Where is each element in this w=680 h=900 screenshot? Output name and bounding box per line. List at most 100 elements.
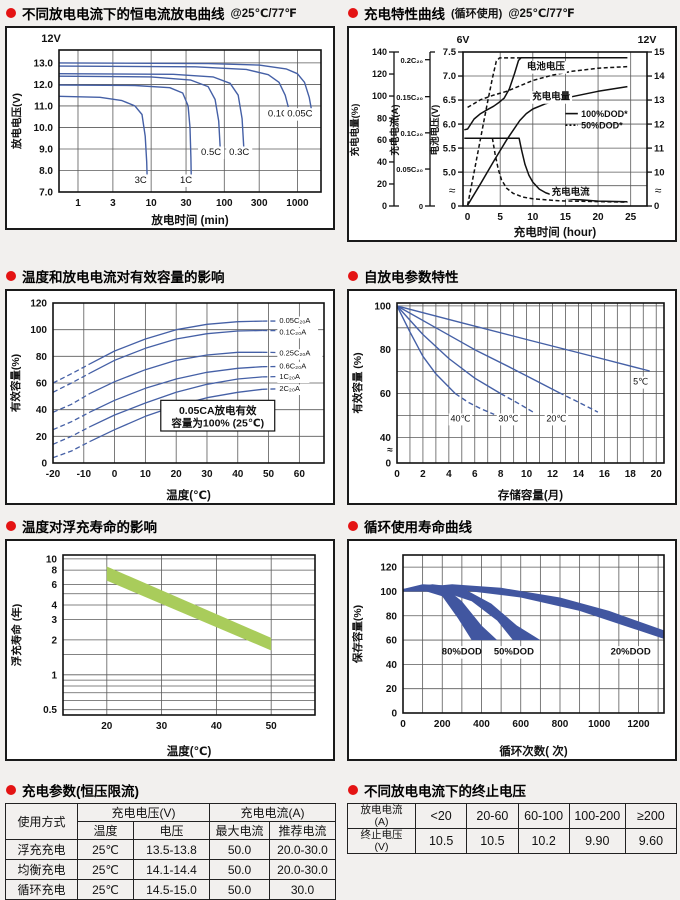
svg-text:40: 40 (380, 433, 392, 444)
table-row: 终止电压 (V) 10.5 10.5 10.2 9.90 9.60 (347, 828, 678, 855)
charge-params-table: 使用方式 充电电压(V) 充电电流(A) 温度 电压 最大电流 推荐电流 浮充充… (5, 803, 336, 900)
svg-text:800: 800 (552, 719, 569, 730)
svg-text:1C: 1C (180, 175, 192, 186)
section-title-cutoff-voltage: 不同放电电流下的终止电压 (348, 781, 677, 799)
svg-text:1: 1 (51, 670, 57, 681)
svg-text:30: 30 (156, 721, 168, 732)
svg-text:5℃: 5℃ (633, 377, 648, 387)
svg-text:80%DOD: 80%DOD (442, 647, 482, 658)
svg-text:30℃: 30℃ (498, 413, 518, 423)
cell-usage: 循环充电 (5, 879, 78, 900)
svg-text:4: 4 (51, 601, 57, 612)
svg-text:1000: 1000 (588, 719, 611, 730)
svg-text:12: 12 (654, 119, 665, 130)
section-title-discharge: 不同放电电流下的恒电流放电曲线 @25℃/77℉ (6, 4, 335, 22)
svg-text:-20: -20 (46, 469, 61, 480)
svg-text:0.05C₂₀: 0.05C₂₀ (396, 165, 423, 174)
svg-text:14: 14 (654, 71, 665, 82)
section-title-text: 不同放电电流下的恒电流放电曲线 (22, 7, 225, 22)
table-row: 放电电流 (A) <20 20-60 60-100 100-200 ≥200 (347, 802, 678, 830)
self-discharge-box: 0 2 4 6 8 10 12 14 16 18 20 0 40 60 80 100 存储容量(月) 40℃ 30℃… (347, 289, 677, 505)
svg-text:≈: ≈ (387, 445, 393, 456)
svg-text:0.5C: 0.5C (201, 147, 221, 158)
red-bullet-icon (348, 8, 358, 18)
svg-text:-10: -10 (77, 469, 92, 480)
self-discharge-chart: 0 2 4 6 8 10 12 14 16 18 20 0 40 60 80 100 存储容量(月) 40℃ 30℃… (351, 301, 665, 502)
svg-text:0: 0 (41, 459, 47, 470)
svg-text:50%DOD*: 50%DOD* (581, 121, 623, 131)
svg-text:电池电压: 电池电压 (527, 61, 566, 73)
section-charge-params: 充电参数(恒压限流) 使用方式 充电电压(V) 充电电流(A) 温度 电压 最大… (5, 781, 336, 900)
svg-text:0: 0 (419, 202, 423, 211)
col-header-recommended-current: 推荐电流 (269, 821, 336, 840)
svg-text:10: 10 (140, 469, 152, 480)
cycle-life-box: 0 200 400 600 800 1000 1200 0 20 40 60 80 100 120 循环次数… (347, 539, 677, 761)
svg-text:30: 30 (201, 469, 213, 480)
svg-text:20: 20 (171, 469, 183, 480)
svg-text:100: 100 (30, 325, 47, 336)
svg-text:40: 40 (377, 157, 387, 167)
svg-text:6.0: 6.0 (443, 119, 456, 130)
discharge-curves-chart: 1 3 10 30 100 300 1000 7.0 8.0 9.0 10.0 11.0 12.0 13.… (10, 33, 322, 227)
svg-text:0.5: 0.5 (43, 705, 57, 716)
table-row: 浮充充电 25℃ 13.5-13.8 50.0 20.0-30.0 (5, 839, 336, 860)
svg-text:0: 0 (385, 459, 391, 470)
svg-text:10: 10 (521, 469, 533, 480)
cell-current-range: <20 (414, 802, 468, 830)
svg-text:15: 15 (560, 212, 572, 223)
cell-cutoff-voltage: 10.2 (517, 828, 570, 855)
svg-text:15: 15 (654, 47, 665, 58)
cell-cutoff-voltage: 9.90 (568, 828, 626, 855)
svg-text:20: 20 (377, 179, 387, 189)
svg-text:温度(℃): 温度(℃) (167, 744, 212, 758)
svg-text:0.2C₂₀: 0.2C₂₀ (400, 56, 423, 65)
row-header-line: (V) (374, 841, 389, 854)
section-title-charge-params: 充电参数(恒压限流) (6, 781, 335, 799)
cell-current-range: ≥200 (624, 802, 678, 830)
svg-text:4: 4 (446, 469, 452, 480)
svg-text:60: 60 (386, 636, 398, 647)
section-title-text: 循环使用寿命曲线 (364, 520, 472, 535)
svg-text:300: 300 (251, 198, 268, 209)
svg-text:0: 0 (382, 201, 387, 211)
svg-text:50: 50 (263, 469, 275, 480)
cell-cutoff-voltage: 9.60 (624, 828, 678, 855)
svg-text:400: 400 (473, 719, 490, 730)
svg-text:0.05C: 0.05C (287, 109, 312, 120)
svg-text:6: 6 (51, 580, 57, 591)
section-title-text: 温度和放电电流对有效容量的影响 (22, 270, 225, 285)
svg-text:≈: ≈ (655, 184, 662, 198)
svg-text:2C₂₀A: 2C₂₀A (279, 384, 300, 393)
svg-text:12: 12 (547, 469, 559, 480)
svg-text:10: 10 (527, 212, 539, 223)
cell-recommended-current: 30.0 (269, 879, 336, 900)
svg-text:充电电量(%): 充电电量(%) (349, 104, 361, 157)
cell-cutoff-voltage: 10.5 (466, 828, 519, 855)
svg-text:7.5: 7.5 (443, 47, 457, 58)
section-title-float-life: 温度对浮充寿命的影响 (6, 517, 335, 535)
section-cycle-life: 循环使用寿命曲线 0 200 400 600 800 1000 1200 0 20 40 60 80 1… (347, 517, 677, 761)
float-life-chart: 20 30 40 50 0.5 1 2 3 4 6 810 温度(℃) 浮充寿命 (年) (10, 554, 316, 758)
svg-text:50%DOD: 50%DOD (494, 647, 534, 658)
temp-capacity-chart: -20 -10 0 10 20 30 40 50 60 0 20 40 60 80 100 120 温度(℃) 0… (9, 299, 325, 502)
svg-text:电池电压(V): 电池电压(V) (429, 105, 441, 156)
svg-text:120: 120 (372, 69, 387, 79)
svg-text:10: 10 (46, 554, 58, 565)
svg-text:充电电量: 充电电量 (532, 91, 571, 103)
svg-text:50: 50 (266, 721, 278, 732)
col-header-usage: 使用方式 (5, 803, 78, 840)
col-header-voltage: 电压 (133, 821, 210, 840)
svg-text:100: 100 (380, 587, 397, 598)
svg-text:0: 0 (394, 469, 400, 480)
svg-text:12V: 12V (41, 33, 61, 45)
cell-voltage: 14.1-14.4 (133, 859, 210, 880)
svg-text:0: 0 (451, 201, 456, 212)
row-header-line: 放电电流 (360, 804, 403, 816)
svg-text:80: 80 (377, 113, 387, 123)
section-self-discharge: 自放电参数特性 0 2 4 6 8 10 12 14 16 18 20 0 40 60 80 100 存储容量(… (347, 267, 677, 505)
temp-capacity-box: -20 -10 0 10 20 30 40 50 60 0 20 40 60 80 100 120 温度(℃) 0… (5, 289, 335, 505)
svg-text:80: 80 (36, 352, 48, 363)
charge-characteristics-box: 0 5 10 15 20 25 充电时间 (hour) 0 20 40 60 80 100 120 140 0… (347, 26, 677, 242)
row-header-discharge-current: 放电电流 (A) (347, 802, 416, 830)
